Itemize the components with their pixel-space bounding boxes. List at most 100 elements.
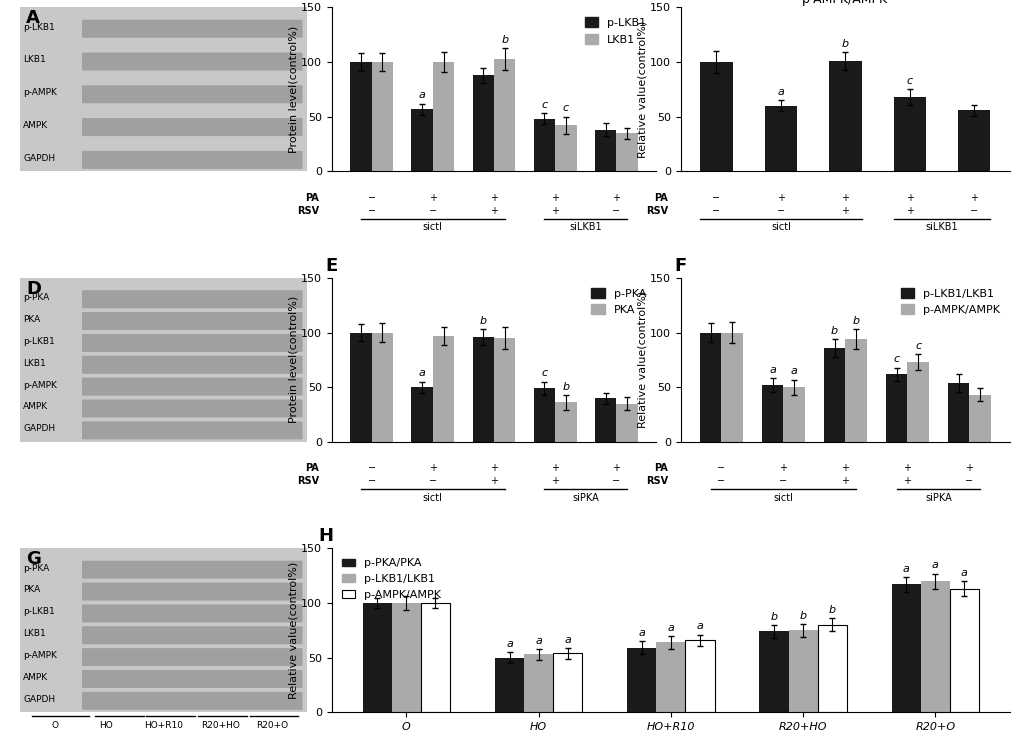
- Text: +: +: [779, 463, 787, 473]
- Text: +: +: [489, 193, 497, 203]
- Text: a: a: [790, 367, 797, 376]
- Bar: [828, 61, 861, 171]
- Bar: [493, 59, 515, 171]
- Text: sictl: sictl: [423, 493, 442, 502]
- Bar: [421, 603, 449, 712]
- Text: PA: PA: [653, 463, 667, 473]
- Bar: [968, 395, 990, 441]
- Text: p-AMPK: p-AMPK: [23, 651, 57, 660]
- Text: b: b: [479, 316, 486, 326]
- Text: siPKA: siPKA: [924, 493, 951, 502]
- Text: AMPK: AMPK: [23, 402, 48, 411]
- Text: RSV: RSV: [297, 206, 319, 216]
- Text: c: c: [914, 341, 920, 351]
- Text: −: −: [711, 193, 719, 203]
- Text: −: −: [367, 476, 375, 486]
- Text: c: c: [562, 103, 569, 114]
- FancyBboxPatch shape: [82, 85, 303, 103]
- Bar: [764, 106, 796, 171]
- Text: c: c: [893, 354, 899, 364]
- Bar: [554, 402, 576, 441]
- Text: D: D: [26, 280, 41, 298]
- Bar: [533, 388, 554, 441]
- Bar: [494, 657, 524, 712]
- Bar: [432, 62, 453, 171]
- Text: a: a: [638, 628, 645, 638]
- Text: B: B: [325, 0, 338, 4]
- Title: p-AMPK/AMPK: p-AMPK/AMPK: [802, 0, 888, 6]
- FancyBboxPatch shape: [82, 118, 303, 136]
- Text: +: +: [489, 206, 497, 216]
- FancyBboxPatch shape: [82, 312, 303, 330]
- Text: sictl: sictl: [770, 222, 790, 232]
- Bar: [350, 62, 371, 171]
- Bar: [823, 348, 845, 441]
- Text: +: +: [776, 193, 785, 203]
- FancyBboxPatch shape: [82, 648, 303, 666]
- Bar: [594, 398, 615, 441]
- Bar: [411, 387, 432, 441]
- Bar: [533, 119, 554, 171]
- Text: PA: PA: [305, 193, 319, 203]
- Legend: p-PKA, PKA: p-PKA, PKA: [586, 283, 650, 320]
- Bar: [949, 589, 978, 712]
- Legend: p-LKB1, LKB1: p-LKB1, LKB1: [580, 13, 650, 49]
- Text: HO: HO: [100, 720, 113, 729]
- Bar: [947, 383, 968, 441]
- Text: AMPK: AMPK: [23, 673, 48, 682]
- Text: p-PKA: p-PKA: [23, 293, 50, 302]
- Text: +: +: [489, 476, 497, 486]
- Bar: [783, 387, 804, 441]
- Y-axis label: Relative value(control%): Relative value(control%): [637, 292, 647, 428]
- Text: GAPDH: GAPDH: [23, 424, 55, 433]
- Text: +: +: [550, 463, 558, 473]
- Text: PKA: PKA: [23, 315, 41, 324]
- Bar: [524, 654, 552, 712]
- Text: +: +: [841, 463, 849, 473]
- Bar: [700, 62, 732, 171]
- FancyBboxPatch shape: [82, 421, 303, 439]
- Bar: [893, 97, 925, 171]
- FancyBboxPatch shape: [82, 378, 303, 395]
- Bar: [845, 339, 866, 441]
- Text: RSV: RSV: [645, 206, 667, 216]
- Text: HO+R10: HO+R10: [144, 720, 183, 729]
- FancyBboxPatch shape: [82, 626, 303, 644]
- FancyBboxPatch shape: [82, 561, 303, 579]
- Bar: [432, 336, 453, 441]
- Bar: [391, 603, 421, 712]
- Bar: [920, 581, 949, 712]
- Text: p-LKB1: p-LKB1: [23, 22, 55, 32]
- Bar: [655, 643, 685, 712]
- FancyBboxPatch shape: [82, 151, 303, 169]
- Text: c: c: [906, 76, 912, 86]
- Text: +: +: [550, 193, 558, 203]
- Text: PA: PA: [305, 463, 319, 473]
- Text: +: +: [905, 206, 913, 216]
- Bar: [685, 640, 713, 712]
- Text: +: +: [428, 193, 436, 203]
- Bar: [493, 338, 515, 441]
- Text: a: a: [666, 623, 674, 632]
- Bar: [615, 404, 637, 441]
- Text: H: H: [318, 527, 333, 545]
- FancyBboxPatch shape: [82, 670, 303, 688]
- Text: RSV: RSV: [645, 476, 667, 486]
- Text: −: −: [716, 463, 725, 473]
- Text: −: −: [711, 206, 719, 216]
- Text: G: G: [26, 550, 41, 568]
- Text: p-PKA: p-PKA: [23, 564, 50, 573]
- Bar: [699, 332, 720, 441]
- Text: −: −: [776, 206, 785, 216]
- Bar: [761, 385, 783, 441]
- Bar: [472, 337, 493, 441]
- Text: O: O: [51, 720, 58, 729]
- Bar: [411, 109, 432, 171]
- Text: a: a: [776, 87, 784, 97]
- Text: a: a: [535, 636, 541, 646]
- Legend: p-PKA/PKA, p-LKB1/LKB1, p-AMPK/AMPK: p-PKA/PKA, p-LKB1/LKB1, p-AMPK/AMPK: [337, 554, 445, 604]
- Text: +: +: [841, 193, 849, 203]
- Text: c: c: [541, 369, 547, 378]
- Bar: [363, 603, 391, 712]
- Text: PKA: PKA: [23, 585, 41, 594]
